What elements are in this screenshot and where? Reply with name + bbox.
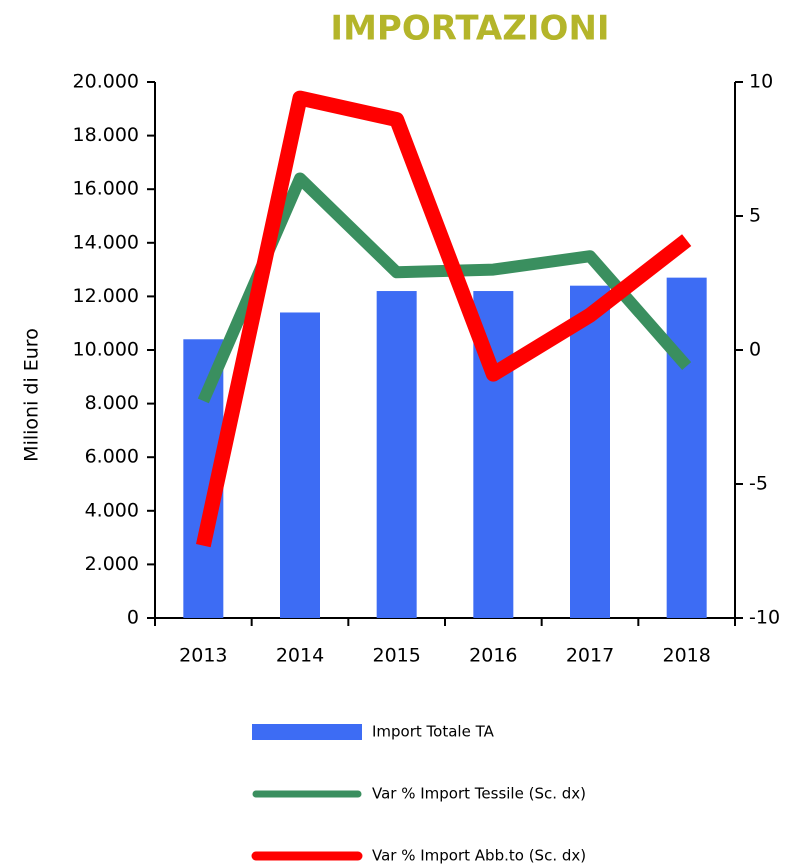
y2-tick-label: 10 — [749, 71, 773, 93]
bar — [376, 291, 417, 618]
x-tick-label: 2017 — [566, 645, 614, 667]
y2-tick-label: -5 — [749, 473, 768, 495]
legend-swatch — [252, 724, 362, 740]
line-series — [196, 90, 692, 548]
y-tick-label: 16.000 — [73, 178, 139, 200]
y-tick-label: 0 — [127, 607, 139, 629]
y2-tick-label: 0 — [749, 339, 761, 361]
legend-label: Import Totale TA — [372, 723, 495, 741]
y2-tick-label: 5 — [749, 205, 761, 227]
y2-tick-label: -10 — [749, 607, 780, 629]
x-tick-label: 2014 — [276, 645, 324, 667]
y-tick-label: 20.000 — [73, 71, 139, 93]
y-tick-label: 2.000 — [85, 553, 139, 575]
y-tick-label: 6.000 — [85, 446, 139, 468]
chart-title: IMPORTAZIONI — [330, 9, 609, 49]
y-tick-label: 8.000 — [85, 392, 139, 414]
y-tick-label: 4.000 — [85, 499, 139, 521]
legend-label: Var % Import Tessile (Sc. dx) — [372, 785, 586, 803]
line-series — [197, 172, 692, 404]
y-tick-label: 12.000 — [73, 285, 139, 307]
x-tick-label: 2015 — [372, 645, 420, 667]
bar — [280, 312, 320, 618]
bar — [666, 277, 707, 618]
legend-label: Var % Import Abb.to (Sc. dx) — [372, 847, 586, 865]
bar — [570, 285, 610, 618]
x-tick-label: 2016 — [469, 645, 517, 667]
y-tick-label: 18.000 — [73, 124, 139, 146]
x-tick-label: 2013 — [179, 645, 227, 667]
x-tick-label: 2018 — [662, 645, 710, 667]
y-tick-label: 10.000 — [73, 339, 139, 361]
y-axis-label: Milioni di Euro — [21, 328, 43, 462]
y-tick-label: 14.000 — [73, 231, 139, 253]
